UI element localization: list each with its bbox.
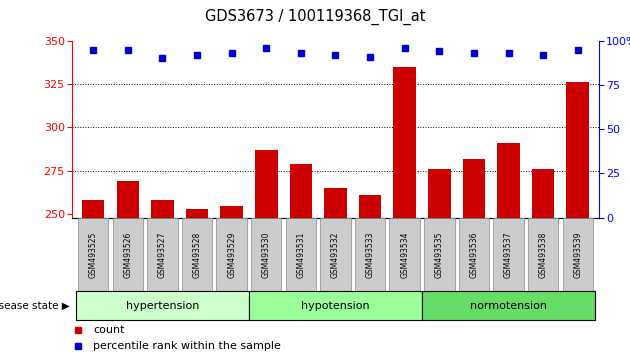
Text: GSM493525: GSM493525 <box>89 232 98 278</box>
FancyBboxPatch shape <box>320 218 351 291</box>
FancyBboxPatch shape <box>285 218 316 291</box>
Text: GDS3673 / 100119368_TGI_at: GDS3673 / 100119368_TGI_at <box>205 9 425 25</box>
FancyBboxPatch shape <box>76 291 249 320</box>
Bar <box>359 195 381 218</box>
Text: GSM493532: GSM493532 <box>331 232 340 278</box>
FancyBboxPatch shape <box>217 218 247 291</box>
FancyBboxPatch shape <box>182 218 212 291</box>
FancyBboxPatch shape <box>493 218 524 291</box>
Bar <box>462 159 485 218</box>
Text: GSM493527: GSM493527 <box>158 232 167 278</box>
Text: GSM493536: GSM493536 <box>469 232 478 278</box>
Text: GSM493537: GSM493537 <box>504 232 513 278</box>
Text: disease state ▶: disease state ▶ <box>0 301 69 311</box>
Text: normotension: normotension <box>470 301 547 311</box>
Text: GSM493535: GSM493535 <box>435 232 444 278</box>
Bar <box>497 143 520 218</box>
Text: GSM493531: GSM493531 <box>296 232 306 278</box>
FancyBboxPatch shape <box>147 218 178 291</box>
Text: hypertension: hypertension <box>126 301 199 311</box>
Bar <box>290 164 312 218</box>
FancyBboxPatch shape <box>251 218 282 291</box>
Text: GSM493529: GSM493529 <box>227 232 236 278</box>
Text: GSM493528: GSM493528 <box>193 232 202 278</box>
FancyBboxPatch shape <box>422 291 595 320</box>
Bar <box>220 206 243 218</box>
Text: GSM493539: GSM493539 <box>573 232 582 278</box>
Bar <box>532 169 554 218</box>
Bar <box>428 169 450 218</box>
Bar <box>186 209 209 218</box>
FancyBboxPatch shape <box>113 218 143 291</box>
Text: GSM493533: GSM493533 <box>365 232 375 278</box>
Bar <box>117 181 139 218</box>
FancyBboxPatch shape <box>528 218 558 291</box>
Text: GSM493526: GSM493526 <box>123 232 132 278</box>
Bar <box>82 200 105 218</box>
Bar <box>151 200 174 218</box>
Text: GSM493530: GSM493530 <box>261 232 271 278</box>
FancyBboxPatch shape <box>249 291 422 320</box>
Bar <box>394 67 416 218</box>
FancyBboxPatch shape <box>459 218 489 291</box>
Text: GSM493534: GSM493534 <box>400 232 410 278</box>
Bar <box>324 188 346 218</box>
Text: GSM493538: GSM493538 <box>539 232 547 278</box>
Text: hypotension: hypotension <box>301 301 370 311</box>
FancyBboxPatch shape <box>424 218 454 291</box>
Text: count: count <box>93 325 125 335</box>
Bar <box>566 82 589 218</box>
FancyBboxPatch shape <box>563 218 593 291</box>
FancyBboxPatch shape <box>389 218 420 291</box>
FancyBboxPatch shape <box>355 218 386 291</box>
Text: percentile rank within the sample: percentile rank within the sample <box>93 341 282 351</box>
Bar <box>255 150 277 218</box>
FancyBboxPatch shape <box>78 218 108 291</box>
